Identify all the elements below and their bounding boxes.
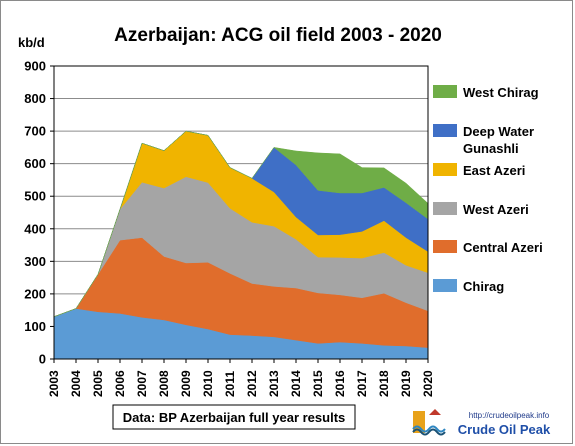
legend-label-deep-water-gunashli: Deep Water Gunashli	[463, 124, 534, 156]
x-tick-label: 2014	[289, 370, 303, 397]
legend-swatch-east-azeri	[433, 163, 457, 176]
logo-url: http://crudeoilpeak.info	[469, 411, 550, 420]
legend-label-east-azeri: East Azeri	[463, 163, 525, 178]
y-ticks: 0 100 200 300 400 500 600 700 800 900	[24, 59, 54, 367]
x-tick-label: 2019	[399, 370, 413, 397]
y-tick-label: 300	[24, 254, 46, 269]
x-ticks: 2003 2004 2005 2006 2007 2008 2009 2010 2011 2012…	[47, 359, 435, 397]
legend-swatch-deep-water-gunashli	[433, 124, 457, 137]
x-tick-label: 2009	[179, 370, 193, 397]
legend-swatch-chirag	[433, 279, 457, 292]
y-tick-label: 0	[39, 352, 46, 367]
logo: http://crudeoilpeak.info Crude Oil Peak	[412, 409, 551, 437]
x-tick-label: 2016	[333, 370, 347, 397]
y-tick-label: 800	[24, 91, 46, 106]
legend-label-central-azeri: Central Azeri	[463, 240, 543, 255]
source-note: Data: BP Azerbaijan full year results	[123, 410, 346, 425]
y-tick-label: 200	[24, 286, 46, 301]
legend-swatch-west-chirag	[433, 85, 457, 98]
legend-swatch-west-azeri	[433, 202, 457, 215]
x-tick-label: 2020	[421, 370, 435, 397]
legend: West Chirag Deep Water Gunashli East Azeri W…	[433, 85, 543, 294]
x-tick-label: 2015	[311, 370, 325, 397]
x-tick-label: 2018	[377, 370, 391, 397]
x-tick-label: 2010	[201, 370, 215, 397]
x-tick-label: 2003	[47, 370, 61, 397]
axes	[53, 65, 429, 360]
legend-swatch-central-azeri	[433, 240, 457, 253]
y-axis-unit: kb/d	[18, 35, 45, 50]
x-tick-label: 2011	[223, 371, 237, 397]
plot-areas	[53, 130, 429, 360]
plot-border	[53, 65, 429, 360]
legend-label-chirag: Chirag	[463, 279, 504, 294]
y-tick-label: 900	[24, 59, 46, 74]
y-tick-label: 600	[24, 156, 46, 171]
y-tick-label: 100	[24, 319, 46, 334]
y-tick-label: 400	[24, 221, 46, 236]
x-tick-label: 2005	[91, 370, 105, 397]
source-box	[112, 404, 356, 430]
logo-name: Crude Oil Peak	[458, 422, 551, 437]
y-tick-label: 500	[24, 189, 46, 204]
x-tick-label: 2013	[267, 370, 281, 397]
legend-label-west-chirag: West Chirag	[463, 85, 539, 100]
y-tick-label: 700	[24, 124, 46, 139]
x-tick-label: 2008	[157, 370, 171, 397]
x-tick-label: 2004	[69, 370, 83, 397]
legend-label-west-azeri: West Azeri	[463, 202, 529, 217]
x-tick-label: 2017	[355, 370, 369, 397]
chart-title: Azerbaijan: ACG oil field 2003 - 2020	[114, 25, 442, 46]
logo-icon	[412, 409, 446, 436]
x-tick-label: 2006	[113, 370, 127, 397]
x-tick-label: 2012	[245, 370, 259, 397]
x-tick-label: 2007	[135, 370, 149, 397]
